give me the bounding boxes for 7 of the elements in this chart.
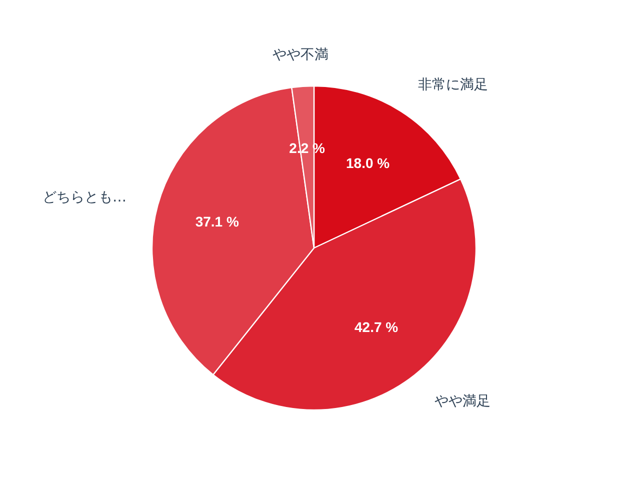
slice-label: やや満足 xyxy=(434,393,491,410)
slice-label: 非常に満足 xyxy=(418,76,488,93)
slice-label: やや不満 xyxy=(272,47,329,64)
data-label: 18.0 % xyxy=(346,155,390,172)
slice-label: どちらとも… xyxy=(42,190,126,206)
data-label: 42.7 % xyxy=(354,318,399,335)
data-label: 37.1 % xyxy=(195,213,240,230)
